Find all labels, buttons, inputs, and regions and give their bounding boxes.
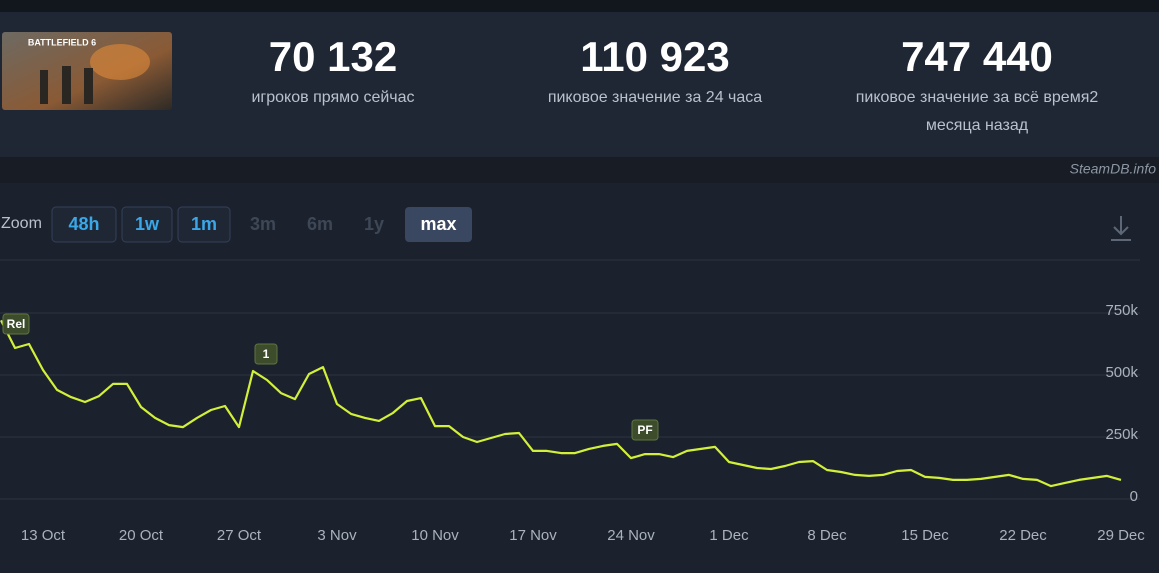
zoom-button[interactable]: 1w [121,206,173,243]
button-label: 1y [364,214,384,234]
x-tick-label: 1 Dec [709,527,749,544]
x-tick-label: 8 Dec [807,527,847,544]
x-tick-label: 20 Oct [119,527,164,544]
top-strip [0,0,1159,12]
stat-value: 110 923 [580,33,730,80]
stat-label: пиковое значение за всё время2 [856,89,1099,106]
zoom-button[interactable]: 6m [307,214,333,234]
soldier [84,68,93,104]
stats-band [0,12,1159,157]
y-tick-label: 250k [1105,426,1138,443]
source-band [0,157,1159,183]
button-frame [177,206,231,243]
game-thumbnail[interactable]: BATTLEFIELD 6 [2,32,172,110]
stat-value: 70 132 [269,33,397,80]
button-label: 1m [191,214,217,234]
button-frame [51,206,117,243]
thumbnail-title: BATTLEFIELD 6 [28,37,96,47]
button-label: 1w [135,214,160,234]
button-label: 3m [250,214,276,234]
soldier [62,66,71,104]
download-icon[interactable] [1111,216,1131,241]
chart-panel [0,183,1159,573]
x-tick-label: 3 Nov [317,527,357,544]
annotation-label: 1 [263,347,270,361]
stat-label: месяца назад [926,117,1029,134]
x-tick-label: 15 Dec [901,527,949,544]
stat-label: пиковое значение за 24 часа [548,89,762,106]
zoom-button[interactable]: 48h [51,206,117,243]
y-tick-label: 0 [1130,488,1138,505]
x-tick-label: 17 Nov [509,527,557,544]
button-label: max [420,214,456,234]
explosion [90,44,150,80]
stat-label: игроков прямо сейчас [251,89,414,106]
soldier [40,70,48,104]
x-tick-label: 10 Nov [411,527,459,544]
y-tick-label: 500k [1105,364,1138,381]
annotation-box [631,419,659,441]
zoom-button[interactable]: 1m [177,206,231,243]
annotation-label: Rel [7,317,26,331]
source-label: SteamDB.info [1070,161,1157,177]
annotation-box [2,313,30,335]
y-tick-label: 750k [1105,302,1138,319]
button-label: 6m [307,214,333,234]
x-tick-label: 29 Dec [1097,527,1145,544]
zoom-button[interactable]: 1y [364,214,384,234]
x-tick-label: 13 Oct [21,527,66,544]
button-frame [121,206,173,243]
annotation-box [254,343,278,365]
series-line [0,319,1122,488]
zoom-button[interactable]: 3m [250,214,276,234]
icon-stroke [1113,226,1129,236]
button-label: 48h [68,214,99,234]
zoom-label: Zoom [1,215,42,232]
zoom-button[interactable]: max [405,207,472,242]
button-frame [405,207,472,242]
stat-value: 747 440 [901,33,1053,80]
x-tick-label: 22 Dec [999,527,1047,544]
annotation-label: PF [637,423,652,437]
x-tick-label: 27 Oct [217,527,262,544]
x-tick-label: 24 Nov [607,527,655,544]
